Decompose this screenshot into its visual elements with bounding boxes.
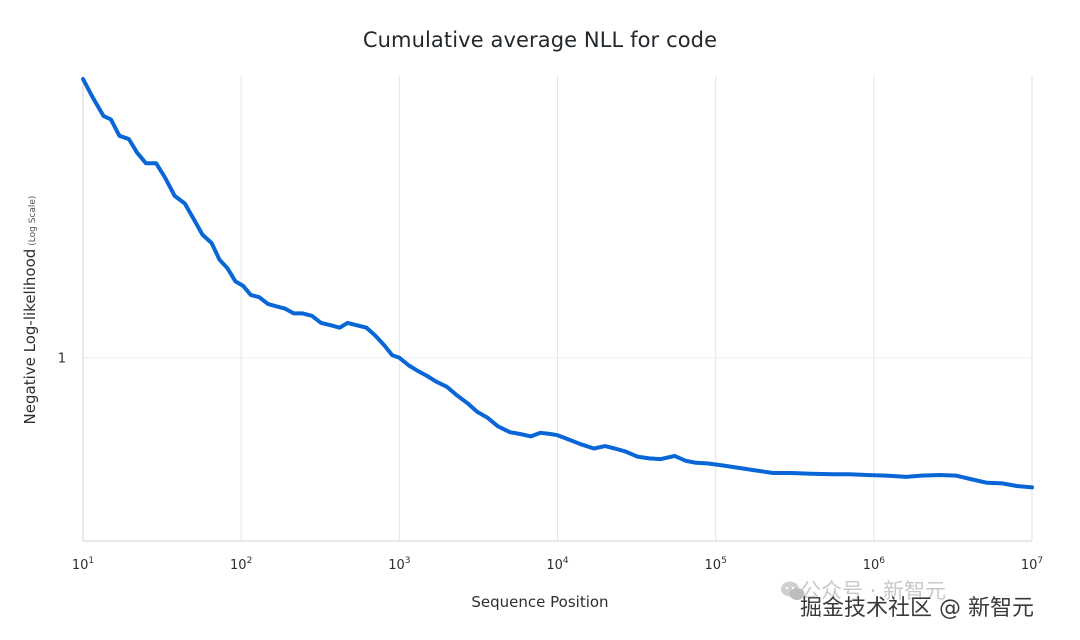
y-tick-label: 1 xyxy=(58,352,66,367)
series-line-code xyxy=(81,77,1034,490)
x-tick-label: 107 xyxy=(1021,556,1043,573)
x-tick-exponent: 7 xyxy=(1037,556,1043,566)
x-tick-exponent: 1 xyxy=(88,556,94,566)
x-tick-exponent: 4 xyxy=(563,556,569,566)
x-tick-label: 102 xyxy=(230,556,252,573)
x-tick-base: 10 xyxy=(863,558,880,573)
chart-title: Cumulative average NLL for code xyxy=(362,28,718,52)
x-tick-base: 10 xyxy=(388,558,405,573)
x-tick-base: 10 xyxy=(1021,558,1038,573)
x-tick-base: 10 xyxy=(230,558,247,573)
watermark-line1: 公众号 · 新智元 xyxy=(800,579,947,603)
x-tick-base: 10 xyxy=(546,558,563,573)
x-tick-base: 10 xyxy=(705,558,722,573)
x-tick-label: 103 xyxy=(388,556,410,573)
series-layer xyxy=(81,77,1034,490)
axes xyxy=(82,76,1032,542)
wechat-icon xyxy=(781,581,805,600)
x-tick-base: 10 xyxy=(72,558,89,573)
x-tick-exponent: 3 xyxy=(405,556,411,566)
x-axis-label: Sequence Position xyxy=(471,593,609,611)
x-tick-label: 106 xyxy=(863,556,886,573)
x-tick-label: 104 xyxy=(546,556,569,573)
x-tick-exponent: 5 xyxy=(721,556,727,566)
x-tick-exponent: 2 xyxy=(247,556,253,566)
watermark-line2: 掘金技术社区 @ 新智元 xyxy=(800,596,1034,621)
grid xyxy=(82,76,1033,541)
x-tick-label: 101 xyxy=(72,556,94,573)
x-tick-exponent: 6 xyxy=(879,556,885,566)
x-tick-label: 105 xyxy=(705,556,727,573)
